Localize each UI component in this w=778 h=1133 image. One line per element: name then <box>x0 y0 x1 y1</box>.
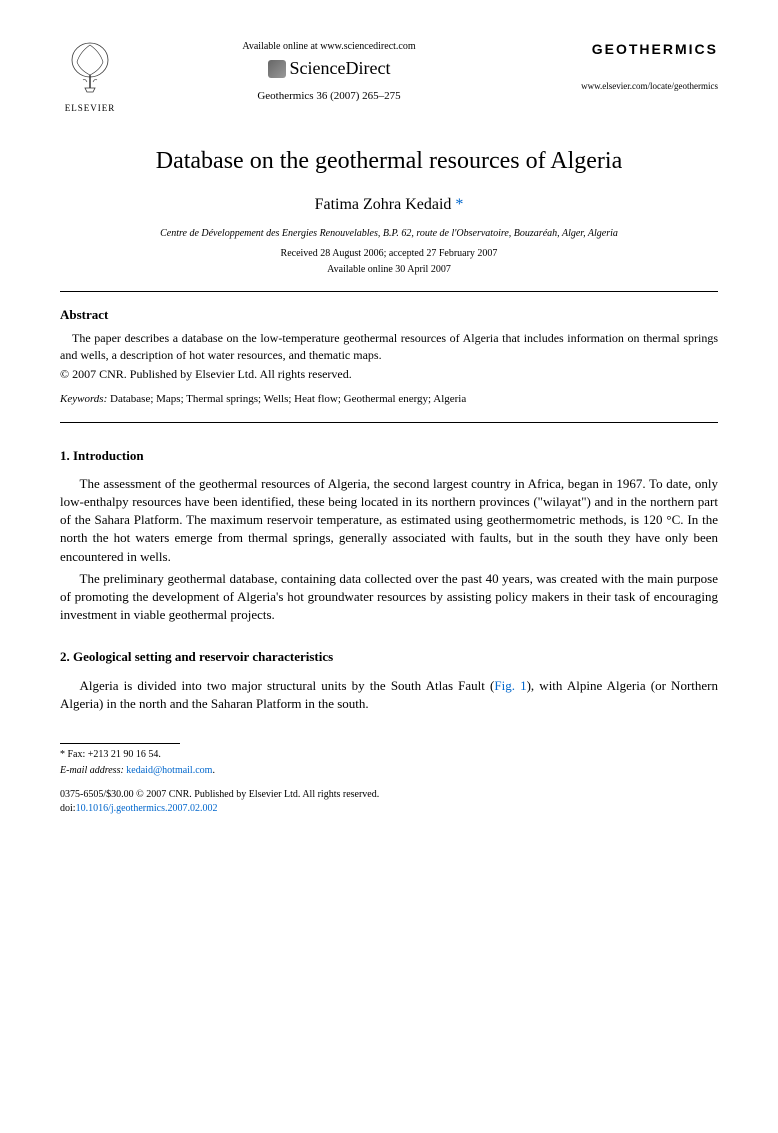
abstract-heading: Abstract <box>60 306 718 324</box>
journal-name: GEOTHERMICS <box>538 40 718 60</box>
article-title: Database on the geothermal resources of … <box>60 145 718 179</box>
geology-para-pre: Algeria is divided into two major struct… <box>80 678 495 693</box>
footnote-marker: * <box>60 749 65 760</box>
doi-label: doi: <box>60 803 76 814</box>
intro-paragraph-1: The assessment of the geothermal resourc… <box>60 475 718 566</box>
footnote-email: E-mail address: kedaid@hotmail.com. <box>60 764 718 778</box>
section-heading-introduction: 1. Introduction <box>60 447 718 465</box>
divider <box>60 422 718 423</box>
sciencedirect-logo: ScienceDirect <box>140 56 518 81</box>
footnote-fax: * Fax: +213 21 90 16 54. <box>60 748 718 762</box>
abstract-text: The paper describes a database on the lo… <box>60 330 718 364</box>
header-row: ELSEVIER Available online at www.science… <box>60 40 718 115</box>
doi-link[interactable]: 10.1016/j.geothermics.2007.02.002 <box>76 803 218 814</box>
footer-doi: doi:10.1016/j.geothermics.2007.02.002 <box>60 802 718 816</box>
sciencedirect-icon <box>268 60 286 78</box>
author-corresponding-marker[interactable]: * <box>455 196 463 213</box>
intro-paragraph-2: The preliminary geothermal database, con… <box>60 570 718 625</box>
elsevier-label: ELSEVIER <box>60 102 120 115</box>
geology-paragraph-1: Algeria is divided into two major struct… <box>60 677 718 713</box>
footer-copyright: 0375-6505/$30.00 © 2007 CNR. Published b… <box>60 788 718 802</box>
sciencedirect-text: ScienceDirect <box>290 56 391 81</box>
elsevier-tree-icon <box>65 40 115 95</box>
footnote-fax-text: Fax: +213 21 90 16 54. <box>68 749 161 760</box>
affiliation: Centre de Développement des Energies Ren… <box>60 227 718 241</box>
author-name: Fatima Zohra Kedaid <box>315 196 452 213</box>
abstract-copyright: © 2007 CNR. Published by Elsevier Ltd. A… <box>60 366 718 383</box>
keywords-label: Keywords: <box>60 393 107 405</box>
header-right: GEOTHERMICS www.elsevier.com/locate/geot… <box>538 40 718 92</box>
section-heading-geology: 2. Geological setting and reservoir char… <box>60 648 718 666</box>
divider <box>60 291 718 292</box>
available-online-date: Available online 30 April 2007 <box>60 263 718 277</box>
keywords-line: Keywords: Database; Maps; Thermal spring… <box>60 392 718 407</box>
available-online-text: Available online at www.sciencedirect.co… <box>140 40 518 54</box>
email-link[interactable]: kedaid@hotmail.com <box>126 765 212 776</box>
keywords-text: Database; Maps; Thermal springs; Wells; … <box>110 393 466 405</box>
journal-reference: Geothermics 36 (2007) 265–275 <box>140 89 518 104</box>
author-line: Fatima Zohra Kedaid * <box>60 194 718 216</box>
received-accepted-dates: Received 28 August 2006; accepted 27 Feb… <box>60 247 718 261</box>
figure-1-link[interactable]: Fig. 1 <box>494 678 526 693</box>
journal-url: www.elsevier.com/locate/geothermics <box>538 80 718 93</box>
email-label: E-mail address: <box>60 765 124 776</box>
header-center: Available online at www.sciencedirect.co… <box>120 40 538 105</box>
elsevier-logo: ELSEVIER <box>60 40 120 115</box>
footnote-separator <box>60 743 180 744</box>
